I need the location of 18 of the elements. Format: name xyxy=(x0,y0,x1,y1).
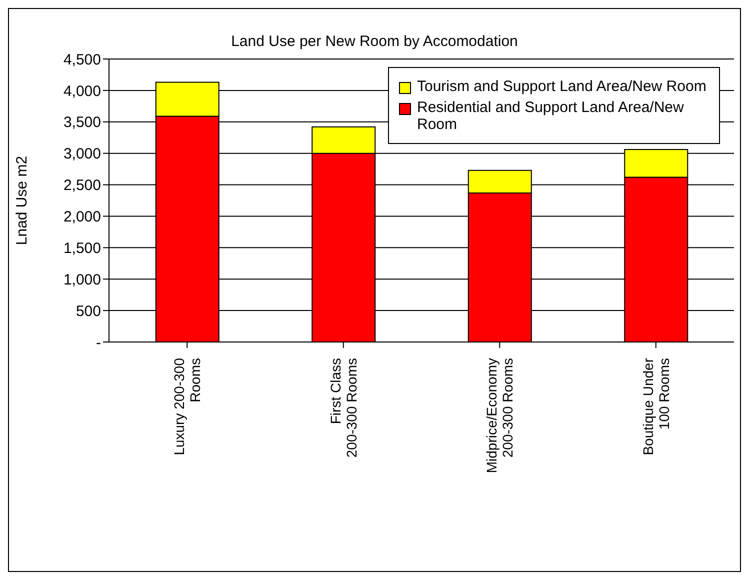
x-tick-label: Boutique Under 100 Rooms xyxy=(640,358,672,456)
chart-title: Land Use per New Room by Accomodation xyxy=(230,33,519,50)
legend-label: Residential and Support Land Area/New Room xyxy=(417,99,685,133)
y-tick-label: 4,500 xyxy=(63,51,101,68)
y-tick-label: 2,500 xyxy=(63,177,101,194)
y-tick-label: 3,500 xyxy=(63,114,101,132)
y-tick-label: 2,000 xyxy=(63,208,101,226)
y-tick-label: 4,000 xyxy=(63,82,101,100)
y-tick-label: 500 xyxy=(76,302,101,320)
x-tick-label: Midprice/Economy 200-300 Rooms xyxy=(484,358,516,474)
y-tick-label: - xyxy=(96,334,101,352)
y-tick-label: 1,000 xyxy=(63,271,101,288)
y-tick-label: 1,500 xyxy=(63,240,101,257)
y-tick-label: 3,000 xyxy=(63,146,101,163)
x-tick-label: Luxury 200-300 Rooms xyxy=(171,358,204,456)
x-tick-label: First Class 200-300 Rooms xyxy=(327,358,360,458)
legend-label: Tourism and Support Land Area/New Room xyxy=(417,78,706,95)
y-axis-title: Lnad Use m2 xyxy=(13,156,30,246)
